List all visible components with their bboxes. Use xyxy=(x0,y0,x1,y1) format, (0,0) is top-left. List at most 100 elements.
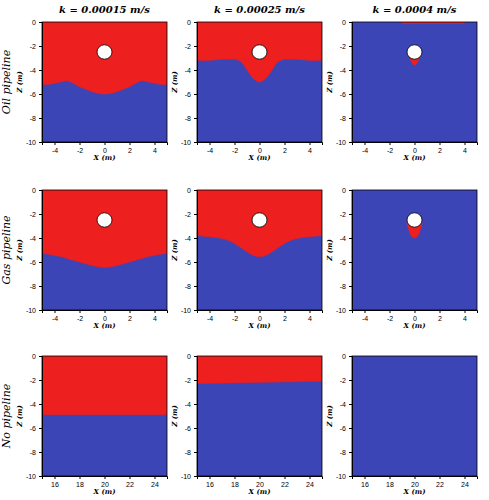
tick: 0 xyxy=(187,187,197,194)
tick-mark xyxy=(235,310,236,313)
tick-label: -10 xyxy=(181,139,191,146)
column-title: k = 0.00025 m/s xyxy=(214,4,305,15)
tick-mark xyxy=(390,142,391,145)
tick: -2 xyxy=(232,142,238,154)
y-axis: 0-2-4-6-8-10 xyxy=(181,353,198,480)
tick: 0 xyxy=(32,353,42,360)
frame xyxy=(197,356,322,476)
background xyxy=(197,356,322,476)
tick: -10 xyxy=(336,139,352,146)
tick: 4 xyxy=(463,142,467,154)
tick-mark xyxy=(155,476,156,479)
tick-label: -2 xyxy=(232,147,238,154)
y-axis-label: Z (m) xyxy=(325,405,334,428)
tick-label: 4 xyxy=(463,315,467,322)
tick-label: -4 xyxy=(207,315,213,322)
tick: 24 xyxy=(306,476,314,488)
tick: -2 xyxy=(185,211,197,218)
tick-label: -8 xyxy=(30,449,36,456)
tick-mark xyxy=(349,214,352,215)
tick-mark xyxy=(194,286,197,287)
tick-label: -8 xyxy=(30,283,36,290)
tick-mark xyxy=(349,118,352,119)
plot-area xyxy=(352,190,477,310)
tick: 0 xyxy=(187,353,197,360)
tick-mark xyxy=(260,476,261,479)
y-axis: 0-2-4-6-8-10 xyxy=(26,19,43,146)
tick-label: -2 xyxy=(185,43,191,50)
tick-mark xyxy=(365,310,366,313)
tick-mark xyxy=(235,142,236,145)
y-axis-label: Z (m) xyxy=(15,239,24,262)
tick-label: -4 xyxy=(30,401,36,408)
y-axis-label: Z (m) xyxy=(15,405,24,428)
tick-label: 18 xyxy=(231,481,239,488)
tick: -2 xyxy=(185,43,197,50)
tick-label: -2 xyxy=(185,377,191,384)
tick-mark xyxy=(349,22,352,23)
tick-mark xyxy=(55,310,56,313)
tick-label: -2 xyxy=(77,147,83,154)
plot-area xyxy=(352,22,477,142)
y-axis: 0-2-4-6-8-10 xyxy=(181,19,198,146)
axis-line xyxy=(349,23,353,143)
tick-label: -8 xyxy=(340,115,346,122)
tick: -6 xyxy=(340,91,352,98)
y-axis: 0-2-4-6-8-10 xyxy=(26,353,43,480)
tick: -8 xyxy=(30,283,42,290)
tick-mark xyxy=(55,476,56,479)
tick-mark xyxy=(39,46,42,47)
tick-mark xyxy=(285,142,286,145)
plot-area xyxy=(352,356,477,476)
tick-mark xyxy=(39,70,42,71)
tick-label: 0 xyxy=(32,19,36,26)
tick-label: -4 xyxy=(207,147,213,154)
tick: -4 xyxy=(30,401,42,408)
tick-label: -4 xyxy=(340,401,346,408)
tick-label: 22 xyxy=(436,481,444,488)
tick: 22 xyxy=(281,476,289,488)
x-axis-label: X (m) xyxy=(93,153,116,162)
background xyxy=(42,356,167,476)
axis-line xyxy=(39,191,43,311)
tick: 0 xyxy=(342,187,352,194)
tick-mark xyxy=(390,476,391,479)
y-axis: 0-2-4-6-8-10 xyxy=(26,187,43,314)
tick-mark xyxy=(440,476,441,479)
figure: k = 0.00015 m/sk = 0.00025 m/sk = 0.0004… xyxy=(0,0,489,500)
tick-label: -6 xyxy=(340,259,346,266)
plot-area xyxy=(197,356,322,476)
axis-line xyxy=(349,191,353,311)
axis-line xyxy=(39,23,43,143)
panel: -4-20240-2-4-6-8-10X (m)Z (m) xyxy=(325,187,478,330)
region xyxy=(42,356,167,415)
background xyxy=(352,22,477,142)
tick-label: -8 xyxy=(30,115,36,122)
tick-label: -4 xyxy=(362,147,368,154)
tick: -10 xyxy=(181,473,197,480)
tick-mark xyxy=(39,94,42,95)
tick-mark xyxy=(39,356,42,357)
tick-mark xyxy=(39,286,42,287)
tick: -10 xyxy=(181,307,197,314)
plot-area xyxy=(42,190,167,310)
tick-label: -2 xyxy=(340,211,346,218)
tick-mark xyxy=(349,46,352,47)
tick: -4 xyxy=(30,67,42,74)
tick-mark xyxy=(194,380,197,381)
axis-line xyxy=(43,477,168,480)
tick-mark xyxy=(39,142,42,143)
frame xyxy=(197,22,322,142)
column-title: k = 0.00015 m/s xyxy=(59,4,150,15)
tick: 4 xyxy=(463,310,467,322)
tick: -10 xyxy=(26,473,42,480)
tick: -2 xyxy=(232,310,238,322)
tick-label: -4 xyxy=(30,235,36,242)
tick-label: -6 xyxy=(30,91,36,98)
tick-mark xyxy=(194,404,197,405)
panel: -4-20240-2-4-6-8-10X (m)Z (m) xyxy=(170,187,323,330)
axis-line xyxy=(353,477,478,480)
tick-mark xyxy=(194,94,197,95)
tick-label: -4 xyxy=(30,67,36,74)
tick-mark xyxy=(260,310,261,313)
